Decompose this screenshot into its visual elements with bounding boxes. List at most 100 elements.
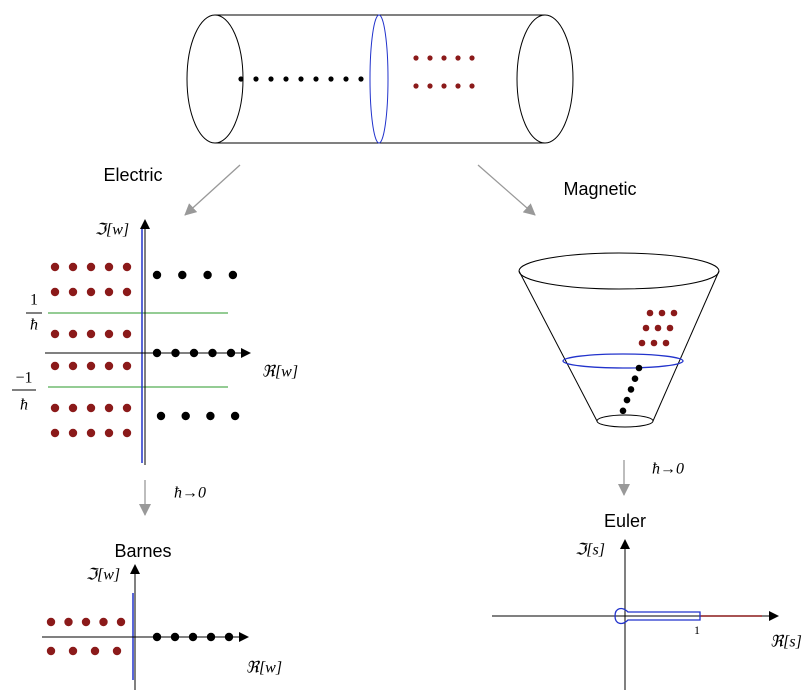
dot: [170, 632, 180, 642]
dot: [189, 348, 199, 358]
dot: [86, 329, 96, 339]
dot: [50, 262, 60, 272]
dot: [152, 632, 162, 642]
dot: [627, 386, 635, 393]
dot: [238, 76, 244, 82]
dot: [268, 76, 274, 82]
barnes-plane: ℑ[w] ℜ[w]: [42, 564, 282, 690]
dot: [156, 411, 166, 421]
dot: [68, 428, 78, 438]
dot: [658, 309, 666, 317]
dot: [427, 55, 433, 61]
dot: [208, 348, 217, 358]
axis-label: ℑ[s]: [575, 542, 605, 559]
dot: [666, 324, 674, 332]
dot: [469, 83, 475, 89]
dot: [46, 646, 56, 656]
electric-plane: ℑ[w] ℜ[w] 1 ħ −1 ħ: [12, 219, 298, 465]
dot: [86, 361, 96, 371]
fraction-numerator: 1: [30, 292, 38, 309]
limit-label: ħ→0: [174, 485, 206, 502]
dot: [104, 361, 114, 371]
dot: [642, 324, 650, 332]
dot: [50, 361, 60, 371]
dot: [50, 287, 60, 297]
label: Barnes: [114, 541, 171, 561]
dot: [68, 403, 78, 413]
tick-label: 1: [694, 623, 700, 637]
cylinder: [186, 14, 574, 144]
dot: [181, 411, 190, 421]
dot: [623, 396, 631, 404]
dot: [86, 262, 96, 272]
label: Electric: [103, 165, 162, 185]
dot: [638, 339, 646, 347]
limit-label: ħ→0: [652, 461, 684, 478]
dot: [104, 329, 114, 339]
dot: [104, 403, 114, 413]
dot: [50, 329, 60, 339]
dot: [283, 76, 289, 82]
dot: [298, 76, 304, 82]
dot: [631, 375, 639, 383]
dot: [224, 632, 234, 642]
dot: [662, 339, 670, 347]
dot: [171, 348, 180, 358]
dot: [122, 287, 132, 297]
dot: [104, 428, 114, 438]
arrow: [477, 164, 536, 216]
dot: [619, 407, 627, 415]
dot: [328, 76, 334, 82]
axis-label: ℜ[w]: [246, 660, 282, 677]
dot: [441, 83, 447, 89]
dot: [427, 83, 433, 89]
dot: [68, 329, 78, 339]
dot: [68, 646, 78, 656]
dot: [68, 262, 78, 272]
dot: [455, 55, 461, 61]
cylinder-dots: [238, 55, 475, 89]
dot: [116, 617, 126, 627]
dot: [178, 270, 187, 280]
dot: [90, 646, 100, 656]
dot: [104, 287, 114, 297]
label: Magnetic: [563, 179, 636, 199]
dot: [86, 428, 96, 438]
dot: [670, 309, 678, 317]
dot: [441, 55, 447, 61]
dot: [413, 83, 419, 89]
dot: [654, 324, 662, 332]
dot: [50, 428, 60, 438]
dot: [50, 403, 60, 413]
dot: [122, 329, 132, 339]
dot: [152, 270, 162, 280]
dot: [253, 76, 259, 82]
dot: [64, 617, 73, 627]
label: Euler: [604, 511, 646, 531]
dot: [413, 55, 419, 61]
dot: [343, 76, 349, 82]
dot: [226, 348, 236, 358]
dot: [122, 262, 132, 272]
axis-label: ℜ[s]: [770, 634, 802, 651]
cone: [518, 252, 720, 428]
dot: [86, 403, 96, 413]
dot: [112, 646, 122, 656]
dot: [635, 364, 643, 372]
dot: [46, 617, 56, 627]
dot: [122, 403, 132, 413]
dot: [99, 617, 108, 627]
dot: [122, 428, 132, 438]
dot: [104, 262, 114, 272]
dot: [230, 411, 240, 421]
dot: [455, 83, 461, 89]
dot: [122, 361, 132, 371]
dot: [188, 632, 198, 642]
dot: [86, 287, 96, 297]
dot: [203, 270, 212, 280]
dot: [469, 55, 475, 61]
dot: [152, 348, 162, 358]
fraction-denominator: ħ: [30, 317, 38, 334]
